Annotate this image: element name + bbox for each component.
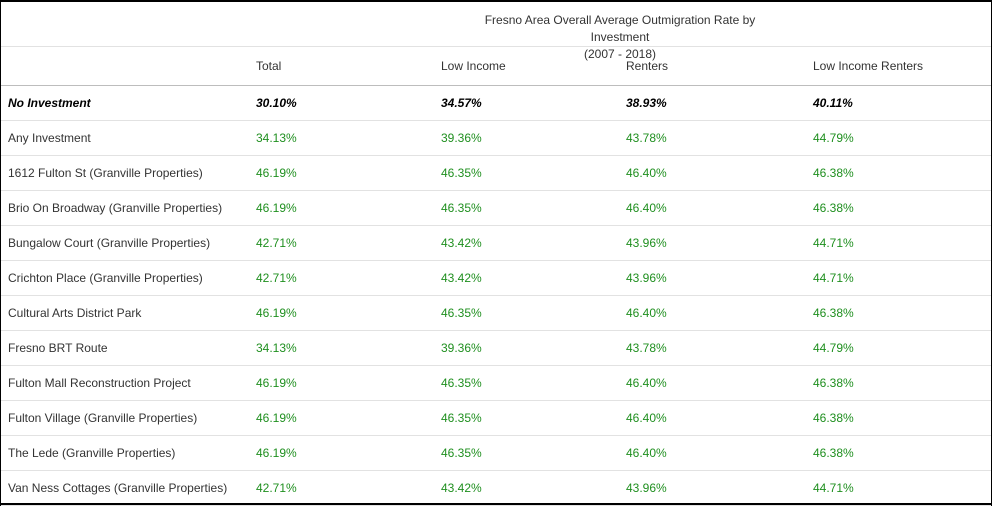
header-cell-renters: Renters: [626, 47, 813, 86]
cell-renters: 46.40%: [626, 155, 813, 191]
table-row: Crichton Place (Granville Properties) 42…: [1, 260, 991, 296]
cell-low-income-renters: 46.38%: [813, 190, 991, 226]
cell-total: 46.19%: [256, 155, 441, 191]
cell-renters: 46.40%: [626, 365, 813, 401]
cell-low-income: 46.35%: [441, 190, 626, 226]
row-label: Crichton Place (Granville Properties): [1, 260, 256, 296]
row-label: Any Investment: [1, 120, 256, 156]
cell-renters: 43.78%: [626, 120, 813, 156]
cell-low-income: 46.35%: [441, 295, 626, 331]
table-row: The Lede (Granville Properties) 46.19% 4…: [1, 435, 991, 471]
table-row: Any Investment 34.13% 39.36% 43.78% 44.7…: [1, 120, 991, 156]
cell-low-income: 34.57%: [441, 85, 626, 121]
cell-low-income-renters: 46.38%: [813, 365, 991, 401]
header-cell-low-income: Low Income: [441, 47, 626, 86]
row-label: Bungalow Court (Granville Properties): [1, 225, 256, 261]
outmigration-table: Total Low Income Renters Low Income Rent…: [1, 47, 991, 506]
cell-renters: 38.93%: [626, 85, 813, 121]
cell-low-income: 43.42%: [441, 225, 626, 261]
cell-total: 46.19%: [256, 365, 441, 401]
cell-renters: 43.96%: [626, 225, 813, 261]
cell-total: 46.19%: [256, 400, 441, 436]
cell-total: 34.13%: [256, 120, 441, 156]
row-label: Cultural Arts District Park: [1, 295, 256, 331]
table-title-line1: Fresno Area Overall Average Outmigration…: [484, 13, 756, 44]
cell-low-income: 39.36%: [441, 330, 626, 366]
cell-low-income-renters: 40.11%: [813, 85, 991, 121]
table-row: Fulton Village (Granville Properties) 46…: [1, 400, 991, 436]
cell-low-income: 39.36%: [441, 120, 626, 156]
row-label: 1612 Fulton St (Granville Properties): [1, 155, 256, 191]
row-label: No Investment: [1, 85, 256, 121]
cell-renters: 46.40%: [626, 295, 813, 331]
row-label: Fresno BRT Route: [1, 330, 256, 366]
table-row: Fresno BRT Route 34.13% 39.36% 43.78% 44…: [1, 330, 991, 366]
cell-low-income-renters: 44.79%: [813, 120, 991, 156]
cell-low-income: 43.42%: [441, 470, 626, 506]
cell-low-income: 46.35%: [441, 435, 626, 471]
cell-renters: 46.40%: [626, 435, 813, 471]
table-row: Fulton Mall Reconstruction Project 46.19…: [1, 365, 991, 401]
cell-low-income: 43.42%: [441, 260, 626, 296]
table-title-line2: (2007 - 2018): [583, 47, 657, 61]
cell-low-income: 46.35%: [441, 155, 626, 191]
table-row: Bungalow Court (Granville Properties) 42…: [1, 225, 991, 261]
cell-renters: 43.78%: [626, 330, 813, 366]
cell-total: 46.19%: [256, 295, 441, 331]
cell-renters: 46.40%: [626, 190, 813, 226]
row-label: The Lede (Granville Properties): [1, 435, 256, 471]
cell-total: 42.71%: [256, 470, 441, 506]
header-cell-total: Total: [256, 47, 441, 86]
header-cell-label: [1, 47, 256, 86]
cell-low-income-renters: 44.71%: [813, 260, 991, 296]
cell-total: 34.13%: [256, 330, 441, 366]
table-title-block: Fresno Area Overall Average Outmigration…: [1, 2, 991, 61]
cell-low-income-renters: 44.79%: [813, 330, 991, 366]
cell-low-income-renters: 46.38%: [813, 435, 991, 471]
table-row: Van Ness Cottages (Granville Properties)…: [1, 470, 991, 506]
table-row: 1612 Fulton St (Granville Properties) 46…: [1, 155, 991, 191]
cell-renters: 46.40%: [626, 400, 813, 436]
cell-low-income: 46.35%: [441, 365, 626, 401]
cell-renters: 43.96%: [626, 260, 813, 296]
cell-low-income: 46.35%: [441, 400, 626, 436]
row-label: Van Ness Cottages (Granville Properties): [1, 470, 256, 506]
row-label: Fulton Mall Reconstruction Project: [1, 365, 256, 401]
cell-renters: 43.96%: [626, 470, 813, 506]
header-cell-low-income-renters: Low Income Renters: [813, 47, 991, 86]
table-row: Cultural Arts District Park 46.19% 46.35…: [1, 295, 991, 331]
table-row: Brio On Broadway (Granville Properties) …: [1, 190, 991, 226]
cell-low-income-renters: 46.38%: [813, 155, 991, 191]
table-title: Fresno Area Overall Average Outmigration…: [470, 12, 770, 63]
row-label: Brio On Broadway (Granville Properties): [1, 190, 256, 226]
row-label: Fulton Village (Granville Properties): [1, 400, 256, 436]
header-row: Total Low Income Renters Low Income Rent…: [1, 47, 991, 86]
cell-total: 42.71%: [256, 225, 441, 261]
cell-low-income-renters: 44.71%: [813, 225, 991, 261]
cell-low-income-renters: 46.38%: [813, 400, 991, 436]
cell-total: 30.10%: [256, 85, 441, 121]
cell-total: 46.19%: [256, 190, 441, 226]
cell-low-income-renters: 44.71%: [813, 470, 991, 506]
cell-total: 46.19%: [256, 435, 441, 471]
cell-low-income-renters: 46.38%: [813, 295, 991, 331]
table-row: No Investment 30.10% 34.57% 38.93% 40.11…: [1, 85, 991, 121]
cell-total: 42.71%: [256, 260, 441, 296]
